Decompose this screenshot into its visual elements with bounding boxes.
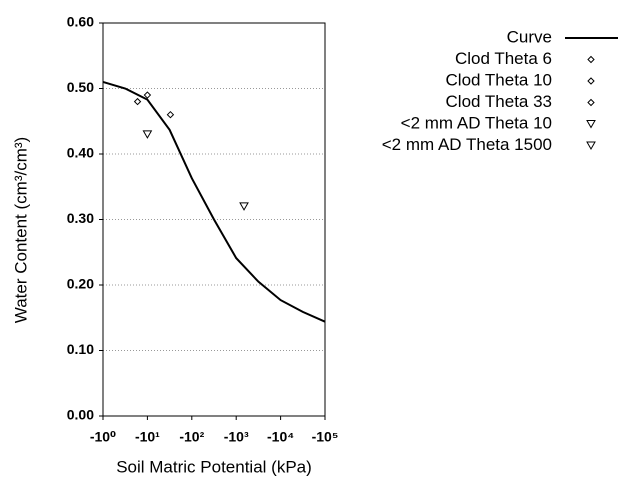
legend-label: <2 mm AD Theta 1500 <box>382 135 552 154</box>
legend-marker <box>586 141 596 151</box>
legend-label: Clod Theta 33 <box>446 92 552 111</box>
legend-marker <box>586 120 596 129</box>
y-tick-label: 0.50 <box>67 79 94 95</box>
marker <box>239 202 249 211</box>
y-tick-label: 0.40 <box>67 145 94 161</box>
y-tick-label: 0.60 <box>67 14 94 30</box>
marker <box>133 97 142 106</box>
x-tick-label: -10¹ <box>135 429 160 445</box>
legend-label: Clod Theta 6 <box>455 49 552 68</box>
y-tick-label: 0.10 <box>67 341 94 357</box>
y-tick-label: 0.30 <box>67 210 94 226</box>
marker <box>166 110 175 119</box>
legend-label: Clod Theta 10 <box>446 70 552 89</box>
marker <box>143 91 152 99</box>
x-tick-label: -10⁵ <box>312 429 339 445</box>
curve <box>102 80 326 323</box>
x-tick-label: -10⁴ <box>267 429 294 445</box>
x-axis-label: Soil Matric Potential (kPa) <box>116 457 312 476</box>
legend-marker <box>587 77 595 85</box>
legend-label: <2 mm AD Theta 10 <box>401 113 552 132</box>
legend-marker <box>587 98 595 107</box>
x-tick-label: -10³ <box>224 429 249 445</box>
legend-marker <box>587 55 595 64</box>
y-tick-label: 0.00 <box>67 407 94 423</box>
y-axis-label: Water Content (cm³/cm³) <box>11 137 30 323</box>
x-tick-label: -10⁰ <box>90 429 116 445</box>
y-tick-label: 0.20 <box>67 276 94 292</box>
plot-frame <box>102 22 326 417</box>
legend-label: Curve <box>507 27 552 46</box>
marker <box>142 130 153 139</box>
x-tick-label: -10² <box>179 429 204 445</box>
